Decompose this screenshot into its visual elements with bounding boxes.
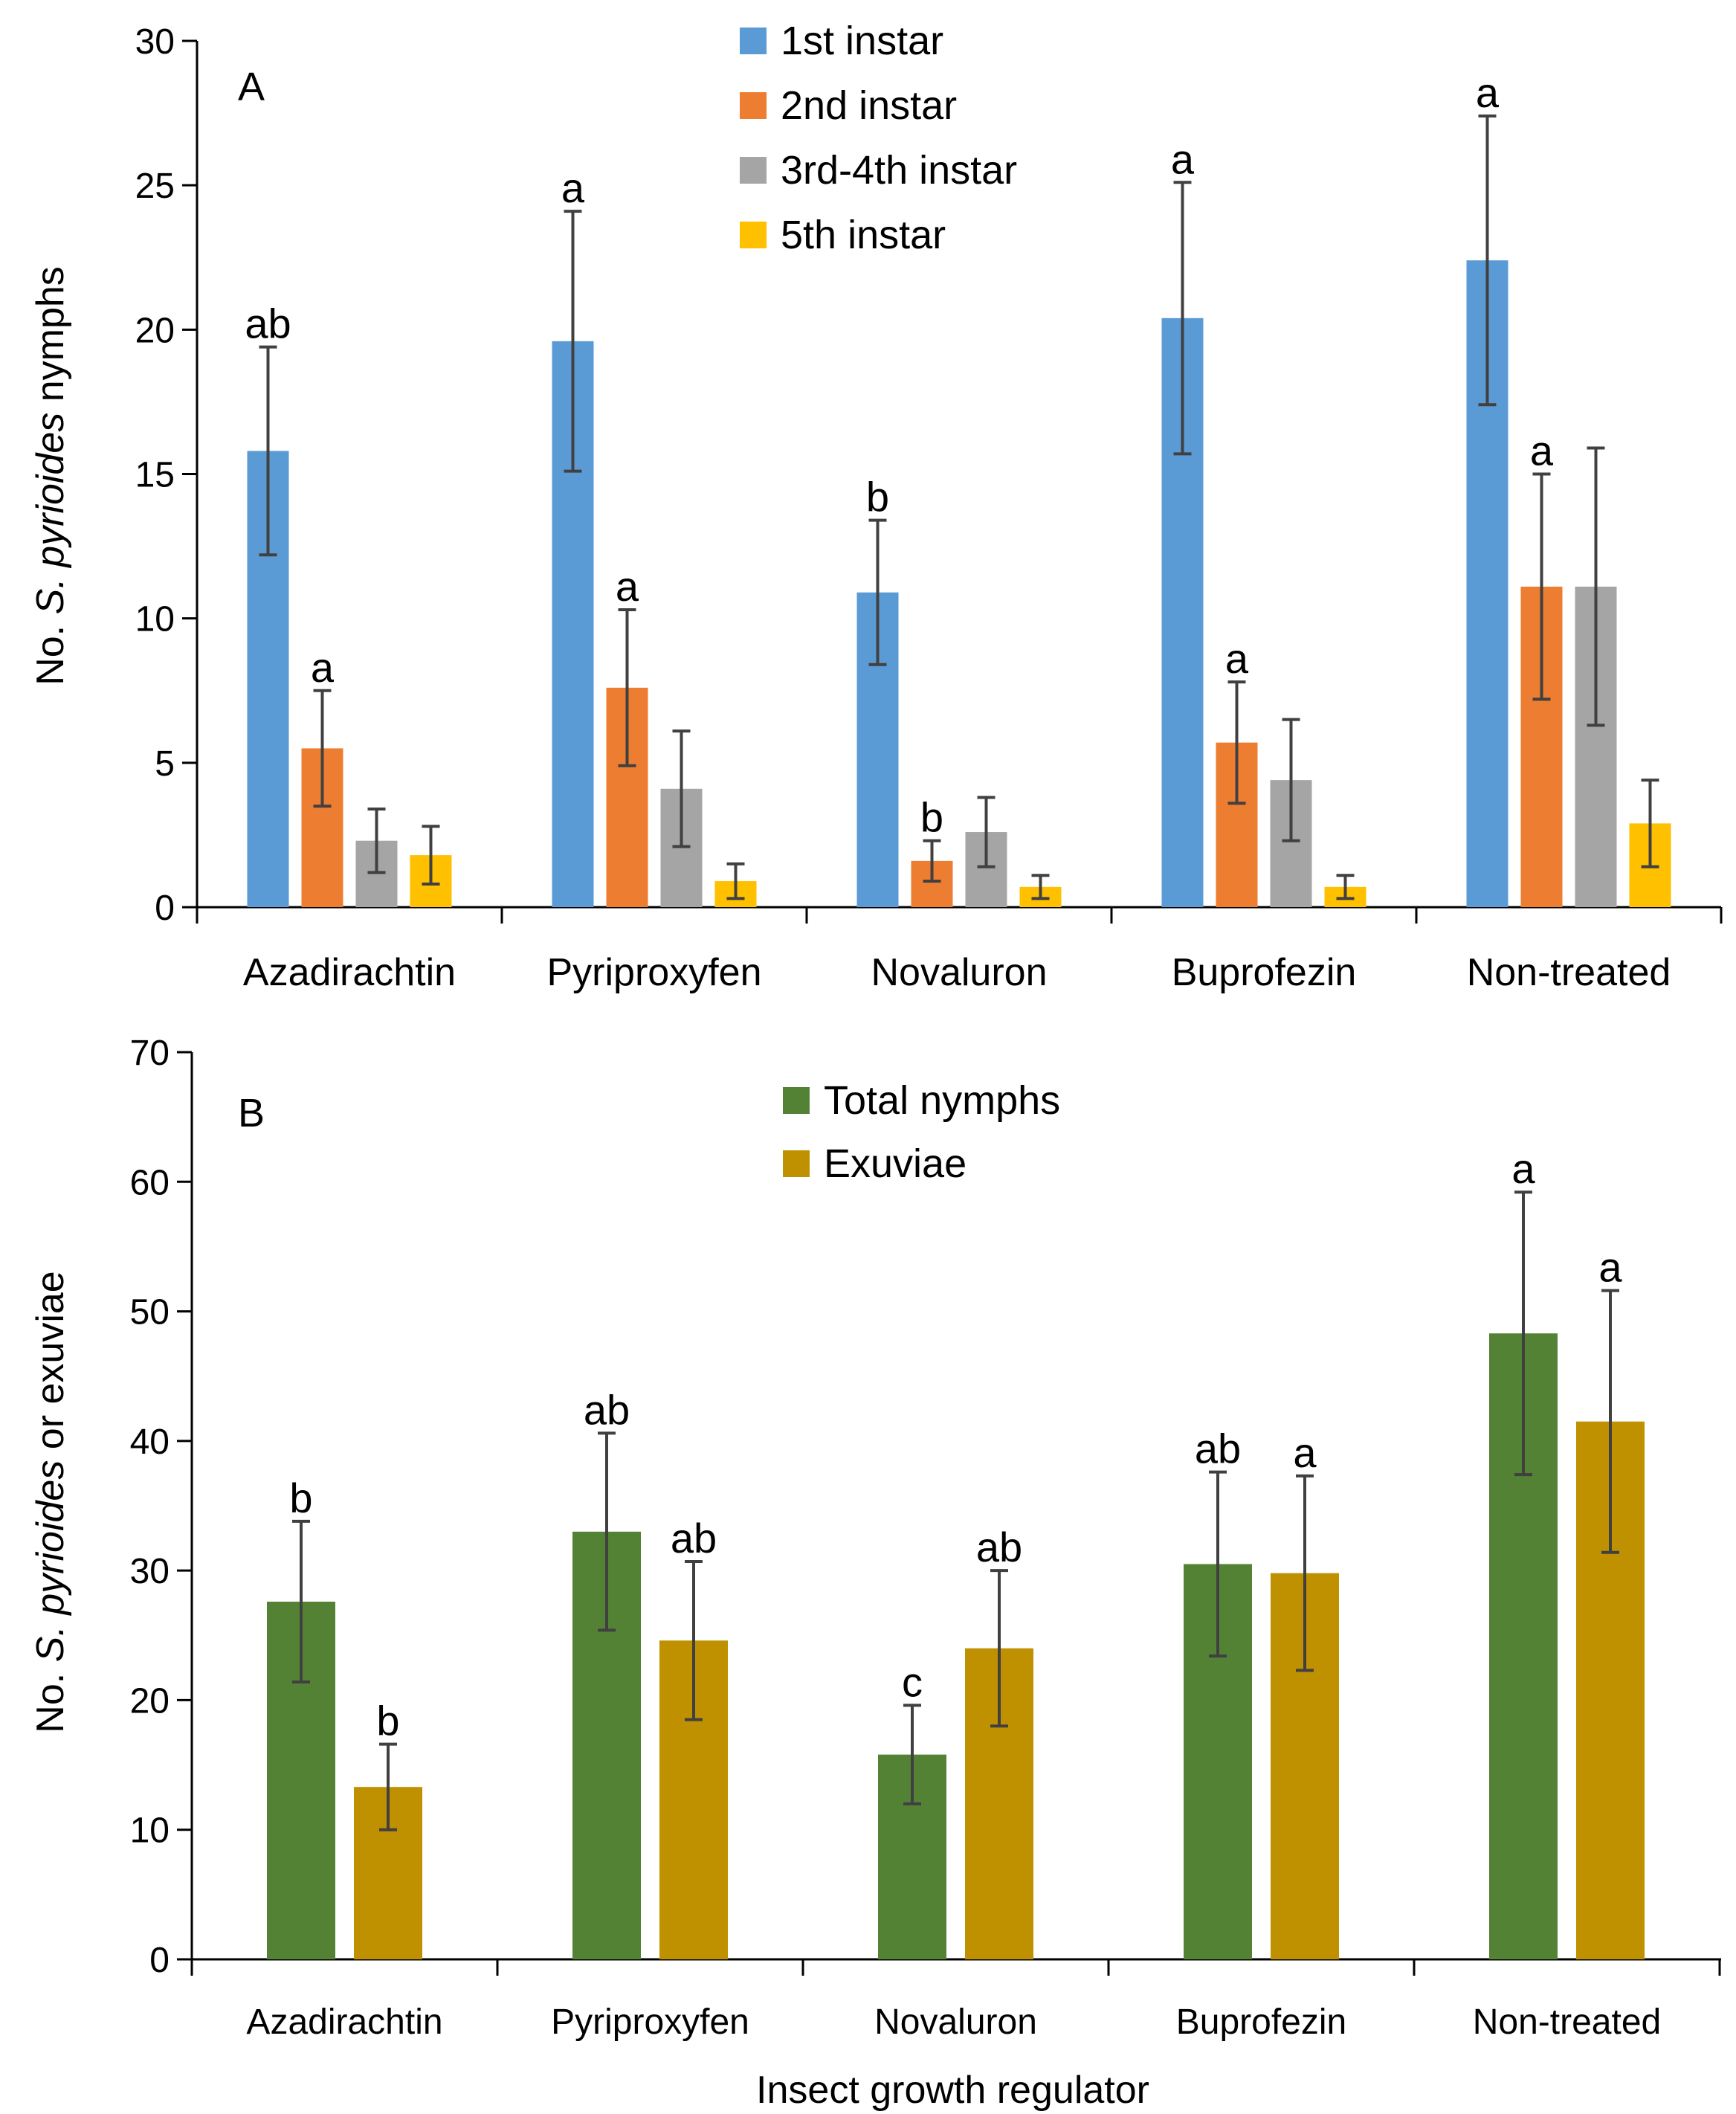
- panel-a-panel-label: A: [238, 65, 265, 109]
- panel-b-x-tick-label: Pyriproxyfen: [551, 2002, 749, 2042]
- panel-b-y-axis-label-part: or exuviae: [29, 1271, 72, 1460]
- panel-a-legend-swatch-1st-instar: [740, 28, 767, 54]
- panel-b-y-axis-label-part: S. pyrioides: [29, 1460, 72, 1663]
- panel-a-y-axis-label-part: nymphs: [29, 266, 72, 413]
- panel-a-legend-label-1st-instar: 1st instar: [781, 19, 943, 63]
- panel-b-significance-letter: ab: [1195, 1425, 1241, 1472]
- panel-b-chart: 0 10 20 30 40 50 60 70 Azadirachtin Pyriproxyfen N…: [29, 1034, 1721, 2112]
- panel-a-significance-letter: a: [1476, 69, 1500, 116]
- panel-a-y-tick-label: 5: [155, 744, 175, 784]
- panel-a-chart: 0 5 10 15 20 25 30 Azadirachtin Pyriproxyfen Nova…: [29, 19, 1723, 994]
- panel-a-legend-label-5th-instar: 5th instar: [781, 213, 946, 257]
- panel-b-y-tick-label: 30: [130, 1552, 170, 1591]
- panel-a-x-tick-label: Buprofezin: [1172, 951, 1357, 994]
- panel-a-x-tick-label: Pyriproxyfen: [547, 951, 762, 994]
- panel-a-y-axis-label-part: S. pyrioides: [29, 413, 72, 615]
- panel-b-x-tick-label: Novaluron: [874, 2002, 1037, 2042]
- panel-a-legend-label-2nd-instar: 2nd instar: [781, 83, 957, 128]
- panel-b-x-tick-label: Buprofezin: [1176, 2002, 1346, 2042]
- panel-b-y-axis-label-part: No.: [29, 1662, 72, 1733]
- panel-b-y-tick-label: 50: [130, 1293, 170, 1332]
- panel-b-y-tick-label: 60: [130, 1163, 170, 1202]
- panel-a-y-axis-label-part: No.: [29, 614, 72, 685]
- panel-a-significance-letter: a: [1530, 428, 1554, 474]
- panel-a-significance-letter: a: [1171, 135, 1195, 182]
- panel-b-x-tick-label: Azadirachtin: [246, 2002, 442, 2042]
- panel-a-significance-letter: a: [561, 164, 585, 211]
- panel-b-y-tick-label: 10: [130, 1811, 170, 1851]
- panel-b-legend-label-total-nymphs: Total nymphs: [824, 1078, 1060, 1123]
- panel-b-significance-letter: b: [376, 1698, 399, 1744]
- panel-b-significance-letter: ab: [976, 1524, 1022, 1570]
- panel-b-significance-letter: a: [1293, 1429, 1317, 1476]
- panel-a-y-tick-label: 25: [135, 167, 175, 206]
- panel-a-significance-letter: ab: [245, 300, 291, 347]
- panel-b-y-tick-label: 70: [130, 1034, 170, 1073]
- panel-a-legend-swatch-2nd-instar: [740, 92, 767, 119]
- panel-a-legend-label-3rd-4th-instar: 3rd-4th instar: [781, 148, 1017, 193]
- panel-a-significance-letter: a: [311, 644, 335, 691]
- panel-b-x-tick-label: Non-treated: [1473, 2002, 1661, 2042]
- panel-a-y-tick-label: 15: [135, 456, 175, 495]
- panel-b-x-axis-label: Insect growth regulator: [756, 2069, 1149, 2112]
- panel-a-x-tick-label: Novaluron: [871, 951, 1047, 994]
- panel-a-y-tick-label: 0: [155, 889, 175, 928]
- panel-b-significance-letter: a: [1511, 1145, 1535, 1192]
- panel-a-significance-letter: a: [616, 563, 639, 610]
- panel-b-legend-swatch-total-nymphs: [783, 1087, 810, 1114]
- panel-a-y-tick-label: 20: [135, 311, 175, 350]
- panel-b-y-tick-label: 0: [149, 1941, 170, 1980]
- panel-a-x-tick-label: Azadirachtin: [243, 951, 456, 994]
- panel-b-significance-letter: ab: [671, 1515, 717, 1562]
- panel-a-significance-letter: b: [866, 474, 889, 521]
- panel-a-x-tick-label: Non-treated: [1467, 951, 1671, 994]
- panel-b-panel-label: B: [238, 1091, 265, 1135]
- panel-b-y-axis-label: No. S. pyrioides or exuviae: [29, 1271, 72, 1733]
- panel-a-legend-swatch-5th-instar: [740, 222, 767, 248]
- panel-b-legend-label-exuviae: Exuviae: [824, 1141, 967, 1186]
- panel-b-y-tick-label: 40: [130, 1422, 170, 1462]
- panel-a-legend-swatch-3rd-4th-instar: [740, 157, 767, 184]
- panel-a-y-tick-label: 10: [135, 600, 175, 639]
- panel-a-y-tick-label: 30: [135, 22, 175, 62]
- panel-b-significance-letter: a: [1598, 1244, 1622, 1291]
- panel-a-significance-letter: b: [920, 794, 943, 841]
- panel-b-significance-letter: b: [289, 1475, 312, 1521]
- panel-a-significance-letter: a: [1225, 635, 1249, 682]
- panel-a-y-axis-label: No. S. pyrioides nymphs: [29, 266, 72, 686]
- panel-b-legend-swatch-exuviae: [783, 1150, 810, 1177]
- panel-b-significance-letter: ab: [584, 1386, 630, 1433]
- panel-b-significance-letter: c: [902, 1658, 923, 1705]
- panel-b-y-tick-label: 20: [130, 1681, 170, 1721]
